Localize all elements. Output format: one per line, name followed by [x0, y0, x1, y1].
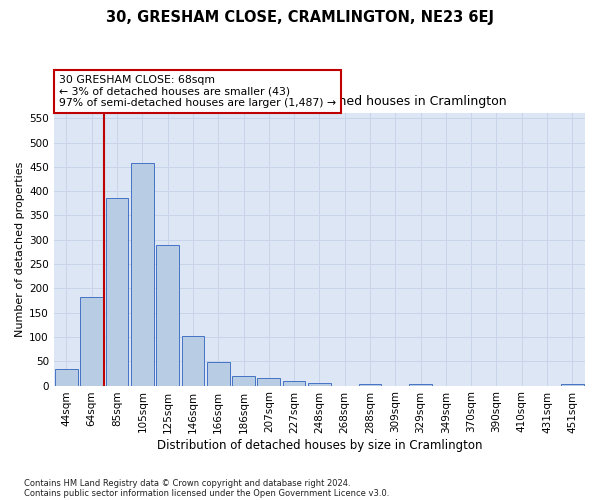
Y-axis label: Number of detached properties: Number of detached properties: [15, 162, 25, 337]
Text: Contains HM Land Registry data © Crown copyright and database right 2024.: Contains HM Land Registry data © Crown c…: [24, 478, 350, 488]
Bar: [359, 384, 382, 386]
Bar: [131, 163, 154, 386]
Bar: [156, 244, 179, 386]
Title: Size of property relative to detached houses in Cramlington: Size of property relative to detached ho…: [132, 95, 507, 108]
Bar: [55, 368, 78, 386]
X-axis label: Distribution of detached houses by size in Cramlington: Distribution of detached houses by size …: [157, 440, 482, 452]
Bar: [232, 376, 255, 386]
Bar: [80, 297, 103, 386]
Text: 30, GRESHAM CLOSE, CRAMLINGTON, NE23 6EJ: 30, GRESHAM CLOSE, CRAMLINGTON, NE23 6EJ: [106, 10, 494, 25]
Bar: [283, 380, 305, 386]
Bar: [409, 384, 432, 386]
Bar: [308, 383, 331, 386]
Bar: [257, 378, 280, 386]
Bar: [207, 362, 230, 386]
Bar: [561, 384, 584, 386]
Text: Contains public sector information licensed under the Open Government Licence v3: Contains public sector information licen…: [24, 488, 389, 498]
Bar: [106, 198, 128, 386]
Bar: [182, 336, 204, 386]
Text: 30 GRESHAM CLOSE: 68sqm
← 3% of detached houses are smaller (43)
97% of semi-det: 30 GRESHAM CLOSE: 68sqm ← 3% of detached…: [59, 75, 336, 108]
